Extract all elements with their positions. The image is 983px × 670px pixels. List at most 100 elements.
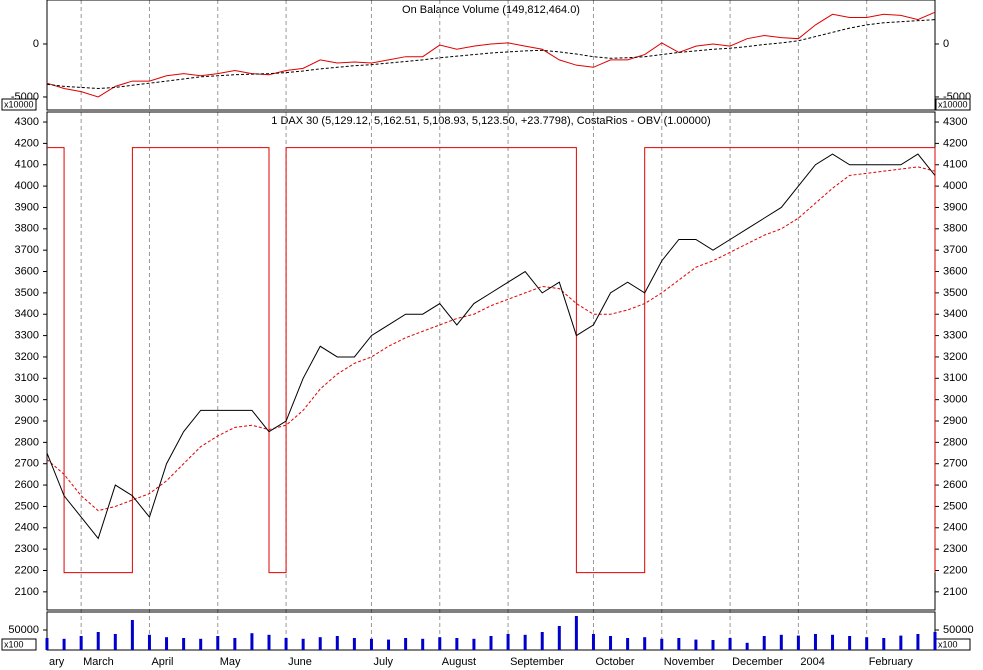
y-tick-label: 2100: [943, 586, 967, 598]
y-tick-label: 50000: [943, 624, 974, 636]
volume-bar: [352, 638, 356, 650]
volume-bar: [848, 636, 852, 650]
volume-bar: [421, 638, 425, 650]
volume-bar: [233, 638, 237, 650]
volume-bar: [831, 634, 835, 650]
volume-bar: [609, 636, 613, 650]
volume-bar: [45, 638, 49, 650]
volume-bar: [728, 638, 732, 650]
volume-bar: [79, 636, 83, 650]
volume-bar: [318, 637, 322, 650]
obv-title: On Balance Volume (149,812,464.0): [402, 4, 580, 16]
volume-bar: [677, 638, 681, 650]
y-tick-label: 3700: [943, 244, 967, 256]
x-tick-label: October: [595, 656, 634, 668]
volume-bar: [882, 638, 886, 650]
y-tick-label: 3500: [15, 287, 39, 299]
series-line: [46, 153, 936, 540]
volume-bar: [284, 638, 288, 650]
x-tick-label: July: [373, 656, 393, 668]
unit-label: x100: [938, 639, 958, 649]
volume-bar: [626, 638, 630, 650]
volume-bar: [199, 638, 203, 650]
y-tick-label: 2600: [15, 479, 39, 491]
y-tick-label: 2500: [943, 500, 967, 512]
volume-bar: [813, 634, 817, 650]
y-tick-label: 4200: [15, 137, 39, 149]
y-tick-label: 3200: [943, 351, 967, 363]
volume-bar: [762, 636, 766, 650]
y-tick-label: 2400: [15, 522, 39, 534]
volume-bar: [250, 633, 254, 650]
volume-bar: [96, 632, 100, 650]
volume-bar: [899, 635, 903, 650]
y-tick-label: 2800: [943, 436, 967, 448]
volume-bar: [523, 634, 527, 650]
series-line: [46, 11, 936, 98]
y-tick-label: 4200: [943, 137, 967, 149]
y-tick-label: 3600: [943, 265, 967, 277]
x-tick-label: February: [869, 656, 914, 668]
volume-bar: [779, 634, 783, 650]
volume-bar: [369, 638, 373, 650]
volume-bar: [660, 638, 664, 650]
y-tick-label: 2900: [943, 415, 967, 427]
y-tick-label: 2100: [15, 586, 39, 598]
volume-bar: [557, 626, 561, 650]
unit-box: [1, 98, 37, 111]
x-tick-label: April: [151, 656, 173, 668]
y-tick-label: 3900: [943, 201, 967, 213]
y-tick-label: 4000: [943, 180, 967, 192]
y-tick-label: 3400: [15, 308, 39, 320]
y-tick-label: 3100: [15, 372, 39, 384]
x-tick-label: August: [442, 656, 476, 668]
volume-bar: [404, 638, 408, 650]
y-tick-label: 3200: [15, 351, 39, 363]
y-tick-label: 2900: [15, 415, 39, 427]
y-tick-label: 3000: [15, 394, 39, 406]
y-tick-label: 3500: [943, 287, 967, 299]
y-tick-label: 0: [943, 38, 949, 50]
volume-bar: [182, 638, 186, 650]
y-tick-label: 2600: [943, 479, 967, 491]
unit-box: [1, 638, 37, 651]
volume-bar: [796, 635, 800, 650]
panel-frame: [46, 0, 936, 111]
volume-bar: [147, 634, 151, 650]
volume-bar: [745, 642, 749, 650]
y-tick-label: 3700: [15, 244, 39, 256]
volume-bar: [540, 632, 544, 650]
unit-label: x10000: [938, 99, 968, 109]
x-tick-label: December: [732, 656, 783, 668]
y-tick-label: 2300: [15, 543, 39, 555]
y-tick-label: 2700: [15, 458, 39, 470]
y-tick-label: 3800: [943, 223, 967, 235]
y-tick-label: 0: [33, 38, 39, 50]
volume-bar: [267, 634, 271, 650]
y-tick-label: 3300: [943, 329, 967, 341]
volume-bar: [438, 637, 442, 650]
x-tick-label: June: [288, 656, 312, 668]
volume-bar: [591, 634, 595, 650]
y-tick-label: 2400: [943, 522, 967, 534]
series-line: [47, 147, 936, 574]
volume-bar: [489, 636, 493, 650]
volume-bar: [335, 636, 339, 650]
volume-bar: [694, 639, 698, 650]
y-tick-label: 4300: [943, 116, 967, 128]
volume-bar: [216, 636, 220, 650]
volume-bar: [472, 638, 476, 650]
volume-bar: [643, 637, 647, 650]
y-tick-label: 4300: [15, 116, 39, 128]
volume-bar: [916, 634, 920, 650]
y-tick-label: 4000: [15, 180, 39, 192]
y-tick-label: 50000: [8, 624, 39, 636]
y-tick-label: 3900: [15, 201, 39, 213]
volume-bar: [933, 632, 937, 650]
volume-bar: [506, 634, 510, 650]
y-tick-label: 3800: [15, 223, 39, 235]
y-tick-label: 2200: [15, 564, 39, 576]
series-line: [46, 19, 936, 89]
